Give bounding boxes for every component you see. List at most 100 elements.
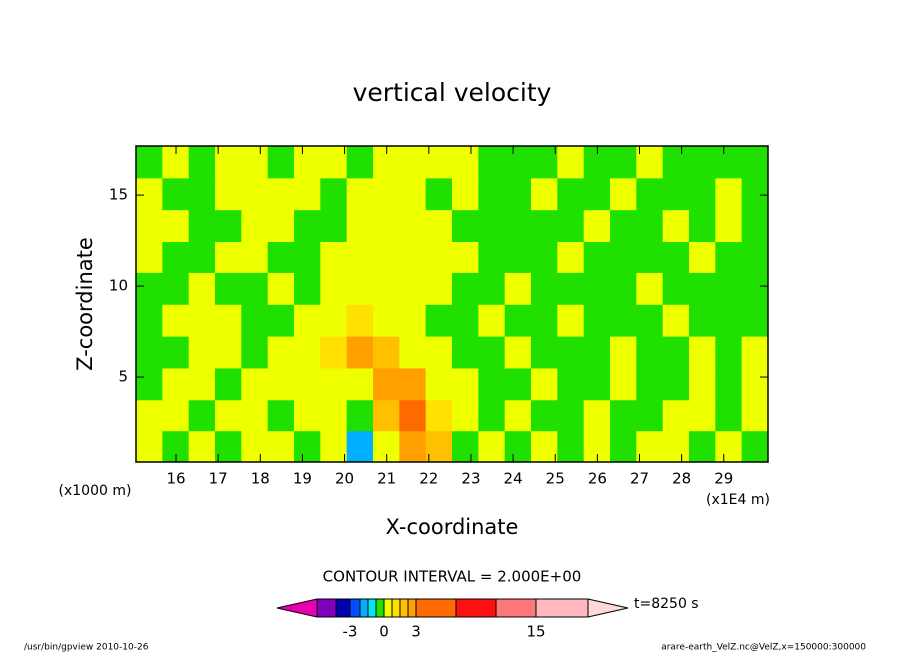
- field-cell: [504, 241, 532, 273]
- colorbar-box: [375, 598, 385, 618]
- field-cell: [373, 336, 400, 369]
- field-cell: [136, 304, 163, 337]
- field-cell: [689, 146, 716, 179]
- field-cell: [610, 209, 637, 243]
- field-cell: [241, 430, 269, 463]
- field-cell: [662, 209, 690, 243]
- field-cell: [557, 430, 585, 463]
- field-cell: [320, 241, 348, 273]
- field-cell: [346, 241, 374, 273]
- field-cell: [452, 146, 479, 179]
- field-cell: [662, 241, 690, 273]
- plot-frame: [135, 145, 769, 463]
- field-cell: [215, 209, 242, 243]
- colorbar-box: [399, 598, 409, 618]
- field-cell: [162, 336, 190, 369]
- field-cell: [294, 399, 321, 432]
- field-cell: [610, 272, 637, 305]
- field-cell: [531, 399, 558, 432]
- field-cell: [610, 146, 637, 179]
- field-cell: [583, 304, 611, 337]
- field-cell: [294, 209, 321, 243]
- field-cell: [452, 399, 479, 432]
- colorbar-box: [495, 598, 537, 618]
- field-cell: [241, 272, 269, 305]
- field-cell: [241, 304, 269, 337]
- y-tick-label: 15: [109, 186, 128, 204]
- field-cell: [531, 336, 558, 369]
- x-tick-label: 20: [335, 470, 354, 488]
- field-cell: [267, 177, 295, 211]
- field-cell: [188, 430, 216, 463]
- field-cell: [320, 304, 348, 337]
- field-cell: [399, 399, 427, 432]
- x-tick-label: 26: [588, 470, 607, 488]
- field-cell: [215, 367, 242, 401]
- field-cell: [399, 146, 427, 179]
- field-cell: [741, 430, 769, 463]
- field-cell: [531, 241, 558, 273]
- field-cell: [188, 146, 216, 179]
- field-cell: [504, 209, 532, 243]
- field-cell: [373, 177, 400, 211]
- field-cell: [557, 241, 585, 273]
- field-cell: [478, 304, 506, 337]
- field-cell: [557, 304, 585, 337]
- field-cell: [636, 336, 664, 369]
- field-cell: [478, 177, 506, 211]
- field-cell: [215, 304, 242, 337]
- field-cell: [136, 272, 163, 305]
- field-cell: [583, 177, 611, 211]
- field-cell: [399, 241, 427, 273]
- field-cell: [557, 146, 585, 179]
- field-cell: [715, 367, 743, 401]
- field-cell: [583, 336, 611, 369]
- field-cell: [636, 241, 664, 273]
- field-cell: [452, 430, 479, 463]
- field-cell: [346, 367, 374, 401]
- field-cell: [320, 177, 348, 211]
- colorbar-box: [383, 598, 393, 618]
- field-cell: [346, 177, 374, 211]
- field-cell: [478, 367, 506, 401]
- x-unit: (x1E4 m): [706, 492, 770, 508]
- field-cell: [188, 399, 216, 432]
- field-cell: [162, 367, 190, 401]
- field-cell: [610, 241, 637, 273]
- field-cell: [373, 209, 400, 243]
- field-cell: [373, 399, 400, 432]
- field-cell: [215, 399, 242, 432]
- field-cell: [267, 430, 295, 463]
- y-tick-label: 10: [109, 277, 128, 295]
- field-cell: [689, 367, 716, 401]
- field-cell: [162, 209, 190, 243]
- field-cell: [267, 241, 295, 273]
- field-cell: [425, 272, 453, 305]
- field-cell: [741, 399, 769, 432]
- colorbar-end: [276, 598, 318, 618]
- field-cell: [425, 304, 453, 337]
- field-cell: [373, 272, 400, 305]
- field-cell: [425, 241, 453, 273]
- field-cell: [715, 209, 743, 243]
- field-cell: [636, 367, 664, 401]
- field-cell: [320, 399, 348, 432]
- field-cell: [215, 146, 242, 179]
- field-cell: [267, 367, 295, 401]
- field-cell: [188, 177, 216, 211]
- x-tick-label: 23: [461, 470, 480, 488]
- contour-interval: CONTOUR INTERVAL = 2.000E+00: [323, 568, 582, 586]
- field-cell: [241, 241, 269, 273]
- colorbar-box: [415, 598, 457, 618]
- field-cell: [425, 336, 453, 369]
- field-cell: [399, 304, 427, 337]
- field-cell: [715, 272, 743, 305]
- colorbar-box: [391, 598, 401, 618]
- field-cell: [741, 367, 769, 401]
- colorbar-label: 15: [526, 623, 545, 641]
- field-cell: [636, 430, 664, 463]
- field-cell: [610, 336, 637, 369]
- field-cell: [662, 177, 690, 211]
- field-cell: [162, 399, 190, 432]
- colorbar-label: 0: [379, 623, 389, 641]
